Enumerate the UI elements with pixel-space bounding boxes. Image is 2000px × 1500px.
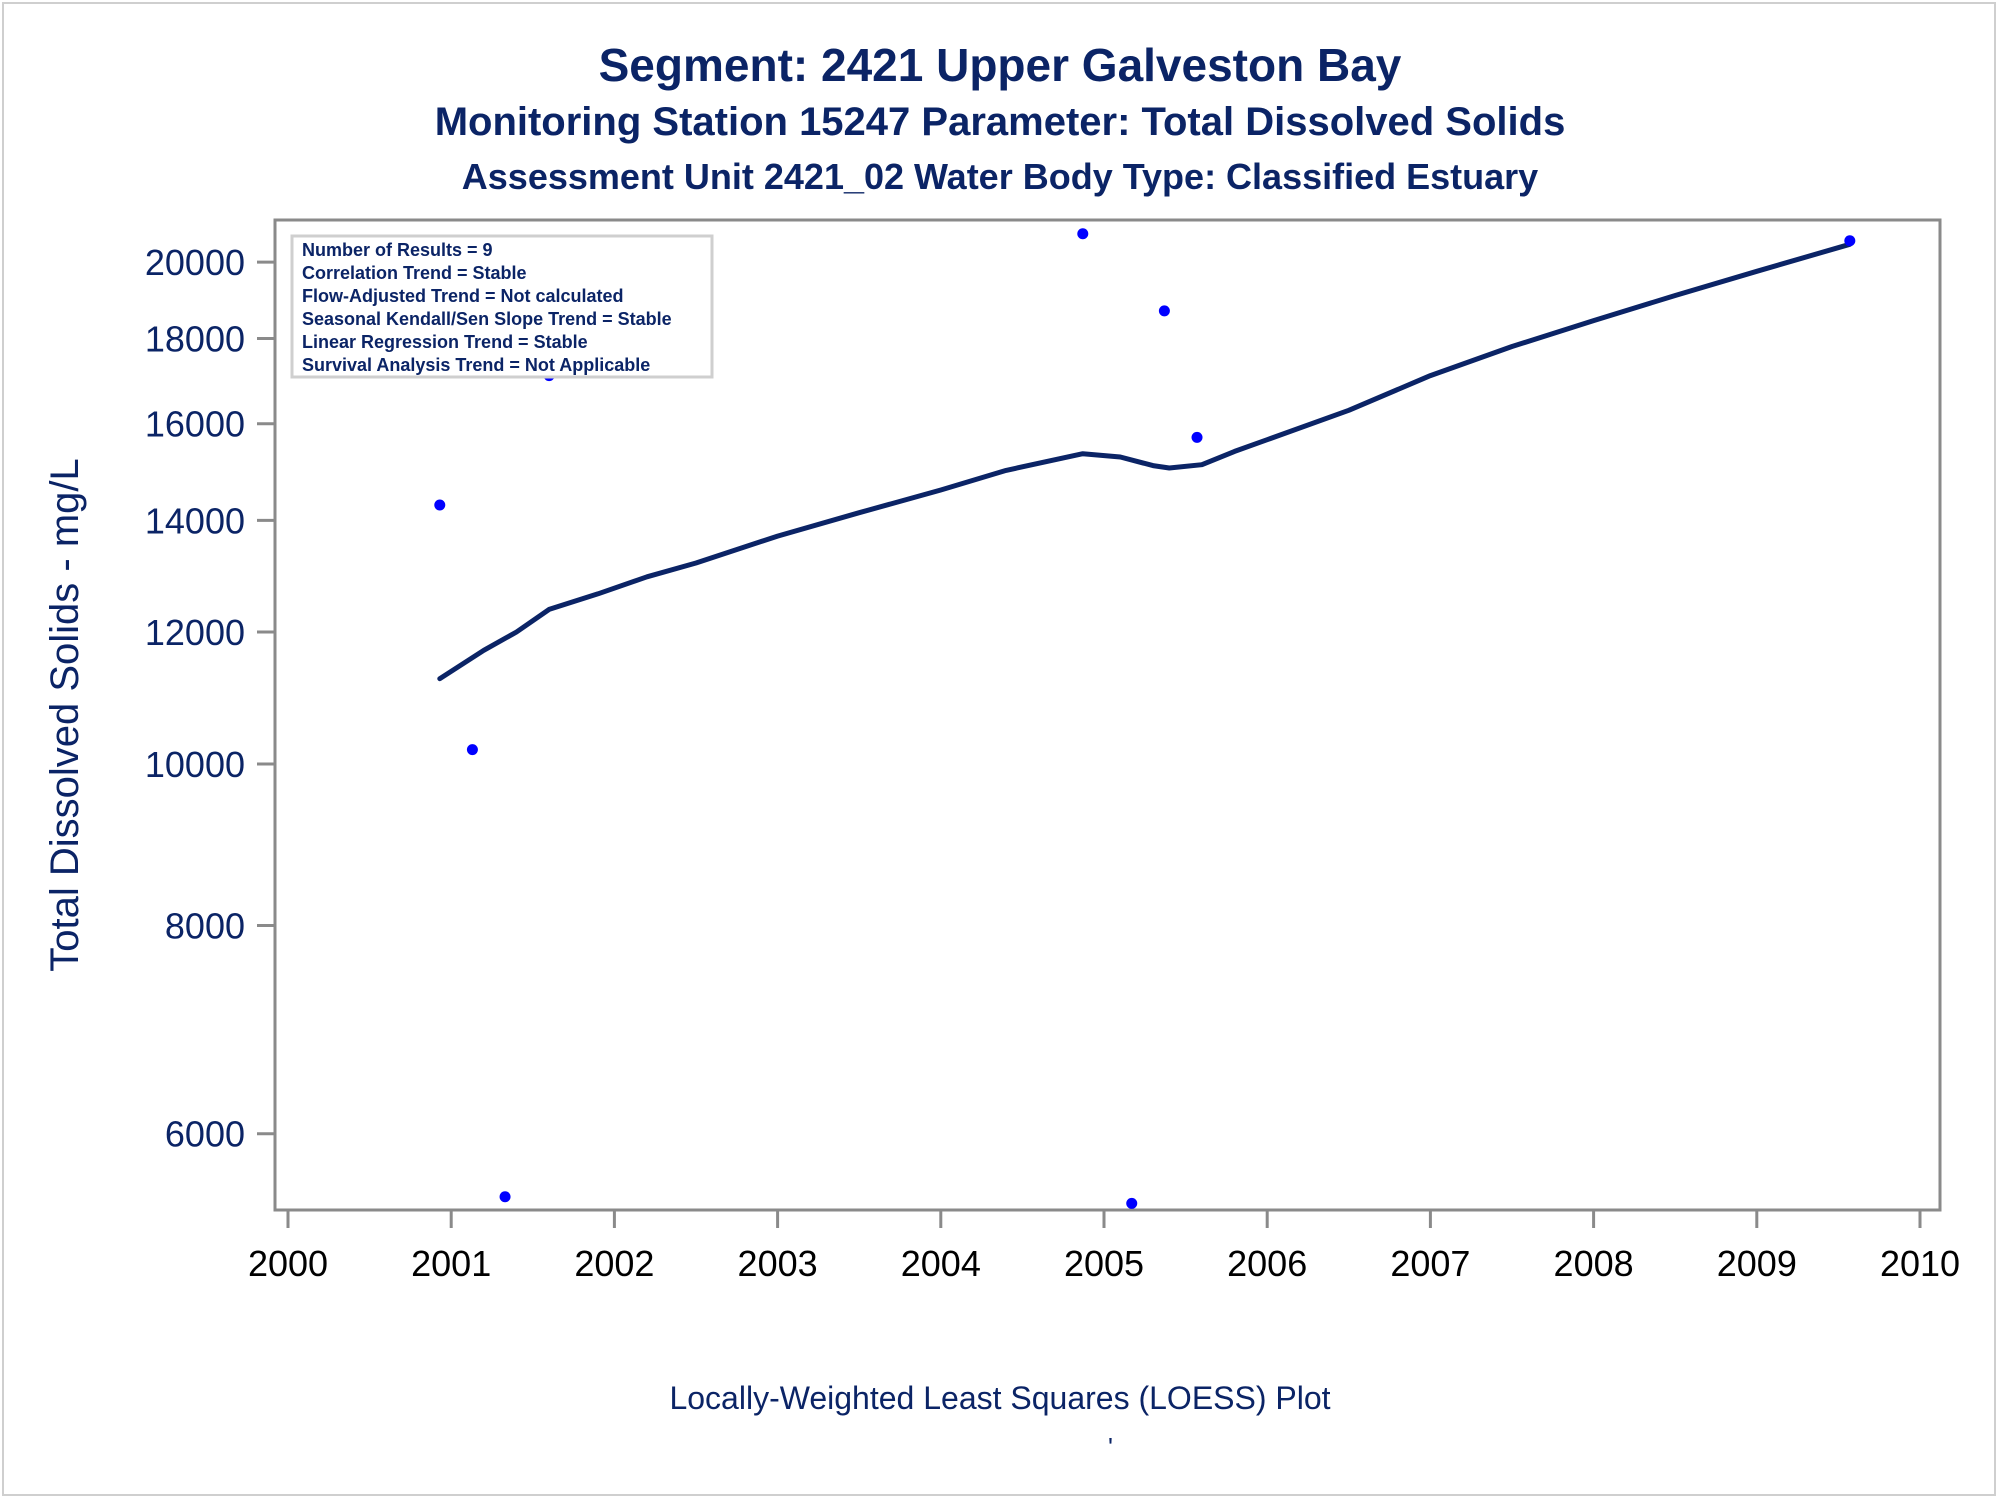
x-tick-label: 2003 [738, 1243, 818, 1284]
y-axis-label: Total Dissolved Solids - mg/L [43, 458, 87, 972]
x-tick-label: 2008 [1554, 1243, 1634, 1284]
data-point [1126, 1197, 1138, 1209]
loess-trend-line [437, 241, 1853, 682]
chart-subtitle-assessment: Assessment Unit 2421_02 Water Body Type:… [461, 156, 1539, 197]
y-tick-label: 10000 [145, 744, 245, 785]
data-point [1191, 431, 1203, 443]
data-point [466, 744, 478, 756]
data-point [1077, 228, 1089, 240]
x-tick-label: 2006 [1227, 1243, 1307, 1284]
x-tick-label: 2009 [1717, 1243, 1797, 1284]
data-point [1844, 235, 1856, 247]
y-tick-label: 18000 [145, 318, 245, 359]
x-tick-label: 2004 [901, 1243, 981, 1284]
y-tick-label: 20000 [145, 242, 245, 283]
data-point [499, 1191, 511, 1203]
stats-line: Flow-Adjusted Trend = Not calculated [302, 286, 624, 306]
plot-area-frame [273, 218, 1942, 1212]
x-tick-label: 2010 [1880, 1243, 1960, 1284]
stats-line: Correlation Trend = Stable [302, 263, 527, 283]
data-point [1158, 305, 1170, 317]
y-tick-label: 16000 [145, 404, 245, 445]
x-tick-label: 2000 [248, 1243, 328, 1284]
y-axis: 6000 8000 10000 12000 14000 16000 18000 20000 [145, 242, 275, 1155]
stats-line: Survival Analysis Trend = Not Applicable [302, 355, 650, 375]
x-tick-label: 2001 [411, 1243, 491, 1284]
stats-line: Linear Regression Trend = Stable [302, 332, 588, 352]
footnote-mark: ' [1108, 1432, 1113, 1462]
stats-line: Number of Results = 9 [302, 240, 493, 260]
y-tick-label: 12000 [145, 612, 245, 653]
data-point [434, 499, 446, 511]
stats-legend-box: Number of Results = 9 Correlation Trend =… [290, 234, 714, 379]
x-axis: 2000 2001 2002 2003 2004 2005 2006 2007 2008 2009… [248, 1210, 1960, 1284]
y-tick-label: 8000 [165, 905, 245, 946]
x-tick-label: 2002 [574, 1243, 654, 1284]
chart-title: Segment: 2421 Upper Galveston Bay [598, 39, 1402, 91]
y-tick-label: 6000 [165, 1114, 245, 1155]
plot-method-footnote: Locally-Weighted Least Squares (LOESS) P… [669, 1380, 1331, 1416]
y-tick-label: 14000 [145, 500, 245, 541]
stats-line: Seasonal Kendall/Sen Slope Trend = Stabl… [302, 309, 672, 329]
x-tick-label: 2007 [1390, 1243, 1470, 1284]
x-tick-label: 2005 [1064, 1243, 1144, 1284]
chart-subtitle-station: Monitoring Station 15247 Parameter: Tota… [434, 100, 1566, 144]
